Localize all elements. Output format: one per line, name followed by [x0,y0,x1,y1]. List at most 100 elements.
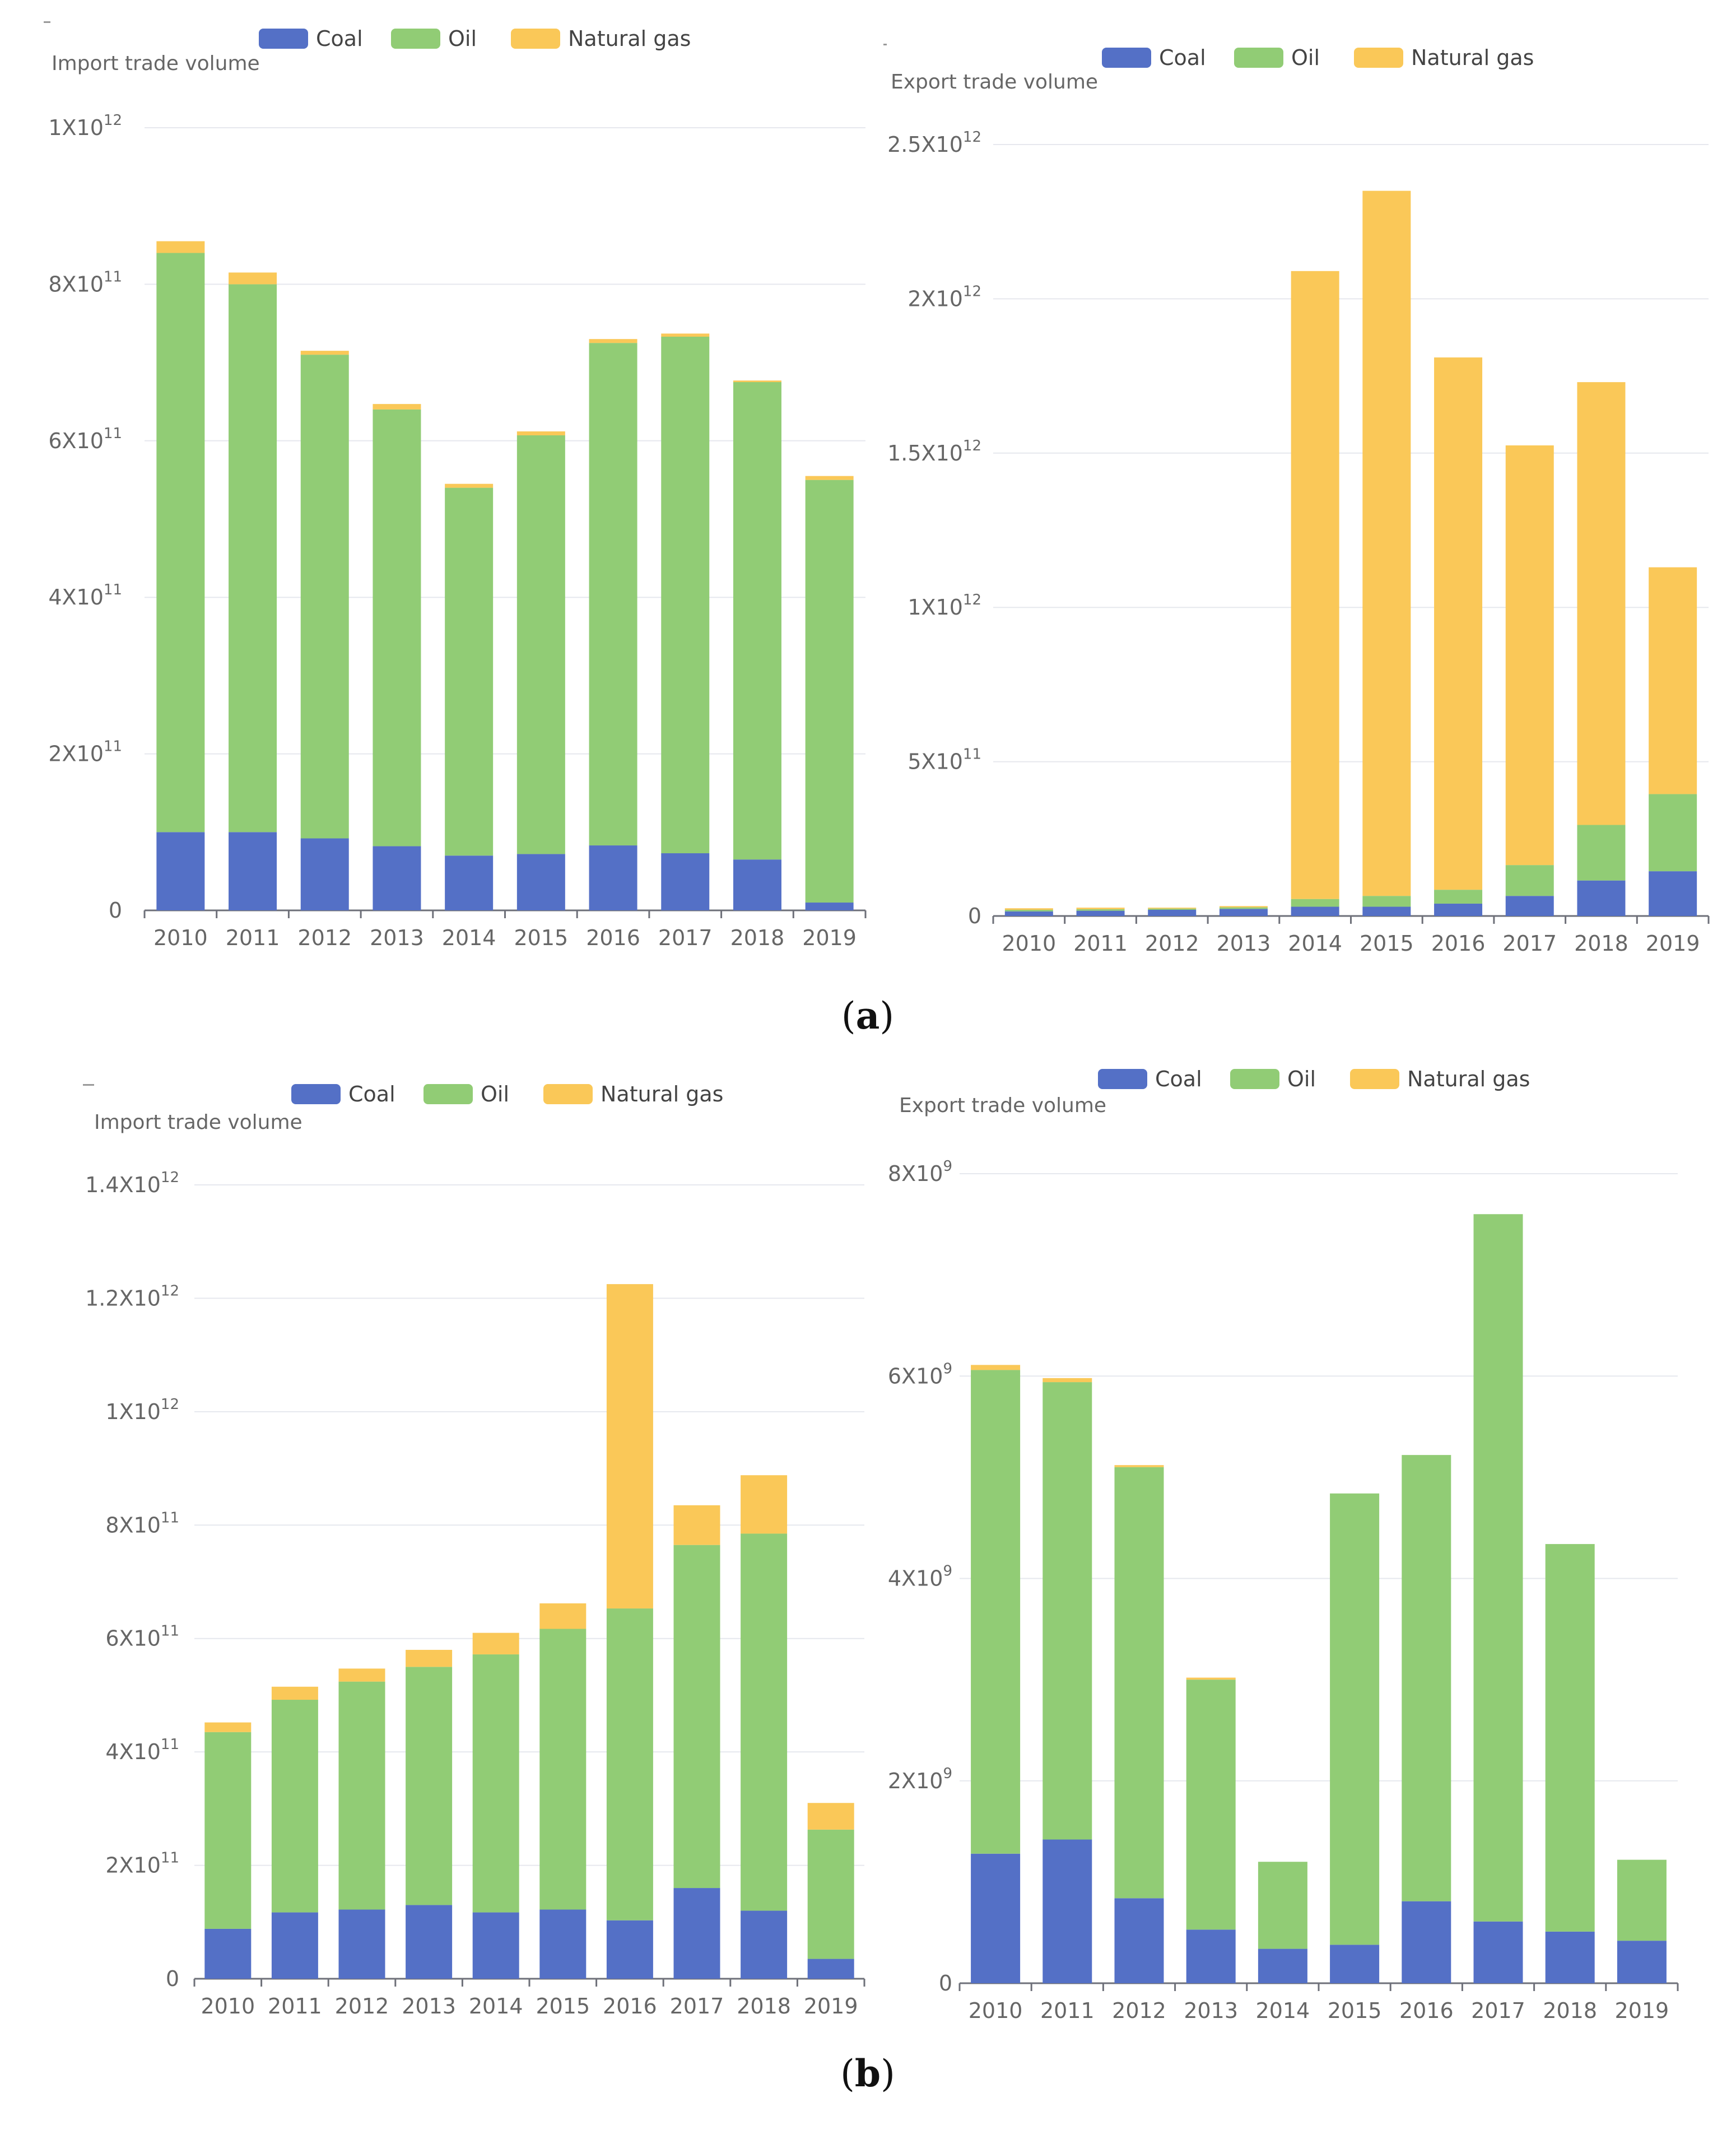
bar-coal-2019[interactable] [1617,1941,1667,1983]
bar-coal-2014[interactable] [1258,1948,1307,1983]
bar-oil-2014[interactable] [1291,899,1339,907]
bar-natural-gas-2011[interactable] [229,272,277,285]
legend-swatch-coal[interactable] [1102,48,1151,68]
bar-coal-2017[interactable] [661,853,710,910]
bar-oil-2014[interactable] [1258,1862,1307,1949]
bar-natural-gas-2015[interactable] [1362,190,1411,896]
bar-oil-2019[interactable] [1617,1859,1667,1941]
bar-oil-2011[interactable] [271,1700,318,1913]
bar-oil-2013[interactable] [373,409,421,847]
bar-coal-2018[interactable] [741,1910,788,1979]
bar-natural-gas-2019[interactable] [1649,567,1697,794]
bar-oil-2010[interactable] [971,1370,1021,1854]
bar-oil-2018[interactable] [741,1533,788,1911]
legend-swatch-natural-gas[interactable] [543,1084,593,1104]
bar-oil-2016[interactable] [1402,1455,1451,1901]
bar-coal-2017[interactable] [1505,896,1554,916]
bar-coal-2012[interactable] [300,838,349,910]
bar-coal-2017[interactable] [1473,1921,1523,1983]
bar-natural-gas-2012[interactable] [1148,908,1197,909]
bar-coal-2018[interactable] [1577,880,1626,916]
bar-oil-2017[interactable] [661,336,710,854]
bar-oil-2016[interactable] [606,1608,653,1920]
bar-natural-gas-2011[interactable] [1076,908,1125,909]
bar-coal-2019[interactable] [807,1959,854,1979]
bar-oil-2012[interactable] [338,1681,385,1910]
legend-label-natural-gas[interactable]: Natural gas [1411,45,1534,70]
bar-oil-2013[interactable] [1186,1680,1236,1930]
legend-swatch-coal[interactable] [291,1084,341,1104]
bar-natural-gas-2013[interactable] [1219,906,1268,908]
bar-natural-gas-2018[interactable] [733,380,781,383]
bar-natural-gas-2012[interactable] [300,351,349,355]
bar-oil-2012[interactable] [1114,1467,1164,1899]
bar-natural-gas-2014[interactable] [1291,271,1339,899]
bar-oil-2011[interactable] [1042,1382,1092,1840]
bar-coal-2013[interactable] [406,1905,453,1979]
legend-label-natural-gas[interactable]: Natural gas [568,26,691,51]
bar-coal-2017[interactable] [673,1888,720,1979]
bar-oil-2015[interactable] [1330,1493,1380,1945]
bar-coal-2010[interactable] [204,1928,252,1979]
bar-oil-2016[interactable] [589,343,637,846]
bar-oil-2018[interactable] [1545,1544,1595,1932]
bar-oil-2019[interactable] [807,1829,854,1959]
bar-natural-gas-2018[interactable] [741,1475,788,1534]
bar-oil-2012[interactable] [300,355,349,839]
bar-coal-2011[interactable] [271,1912,318,1979]
legend-swatch-natural-gas[interactable] [1354,48,1403,68]
bar-coal-2012[interactable] [1114,1898,1164,1983]
bar-natural-gas-2014[interactable] [472,1633,519,1655]
bar-oil-2010[interactable] [204,1732,252,1929]
bar-natural-gas-2012[interactable] [338,1668,385,1682]
bar-oil-2013[interactable] [406,1667,453,1905]
bar-coal-2012[interactable] [338,1909,385,1979]
bar-coal-2016[interactable] [1402,1901,1451,1983]
bar-oil-2014[interactable] [472,1654,519,1913]
bar-natural-gas-2017[interactable] [661,333,710,337]
bar-coal-2015[interactable] [1330,1945,1380,1983]
bar-natural-gas-2013[interactable] [406,1649,453,1667]
legend-swatch-natural-gas[interactable] [511,29,560,49]
bar-oil-2010[interactable] [1004,909,1053,911]
legend-label-coal[interactable]: Coal [1159,45,1206,70]
bar-coal-2015[interactable] [539,1909,587,1979]
legend-label-coal[interactable]: Coal [316,26,363,51]
bar-natural-gas-2010[interactable] [156,241,205,253]
bar-coal-2011[interactable] [1042,1839,1092,1983]
legend-label-oil[interactable]: Oil [448,26,477,51]
bar-coal-2015[interactable] [516,854,565,910]
bar-coal-2016[interactable] [606,1920,653,1979]
bar-natural-gas-2013[interactable] [373,404,421,410]
bar-coal-2012[interactable] [1148,909,1197,916]
legend-swatch-oil[interactable] [1234,48,1283,68]
bar-coal-2010[interactable] [156,832,205,910]
legend-label-oil[interactable]: Oil [481,1082,509,1106]
bar-oil-2015[interactable] [1362,896,1411,907]
bar-coal-2018[interactable] [733,859,781,910]
bar-coal-2014[interactable] [445,855,494,910]
bar-coal-2013[interactable] [1219,909,1268,916]
bar-coal-2010[interactable] [971,1853,1021,1983]
bar-coal-2016[interactable] [1434,903,1483,916]
legend-label-natural-gas[interactable]: Natural gas [1407,1067,1530,1091]
bar-coal-2018[interactable] [1545,1931,1595,1983]
bar-oil-2017[interactable] [1505,865,1554,896]
legend-swatch-coal[interactable] [259,29,308,49]
legend-label-oil[interactable]: Oil [1291,45,1320,70]
bar-natural-gas-2012[interactable] [1114,1465,1164,1467]
legend-label-oil[interactable]: Oil [1287,1067,1316,1091]
bar-coal-2019[interactable] [805,903,854,910]
bar-oil-2011[interactable] [229,284,277,833]
bar-coal-2019[interactable] [1649,871,1697,916]
bar-natural-gas-2016[interactable] [589,339,637,343]
bar-natural-gas-2015[interactable] [516,431,565,436]
bar-coal-2014[interactable] [1291,906,1339,916]
legend-label-natural-gas[interactable]: Natural gas [601,1082,723,1106]
bar-oil-2019[interactable] [1649,794,1697,872]
bar-coal-2014[interactable] [472,1912,519,1979]
bar-natural-gas-2015[interactable] [539,1603,587,1629]
bar-coal-2015[interactable] [1362,906,1411,916]
legend-label-coal[interactable]: Coal [348,1082,395,1106]
bar-coal-2011[interactable] [1076,910,1125,916]
